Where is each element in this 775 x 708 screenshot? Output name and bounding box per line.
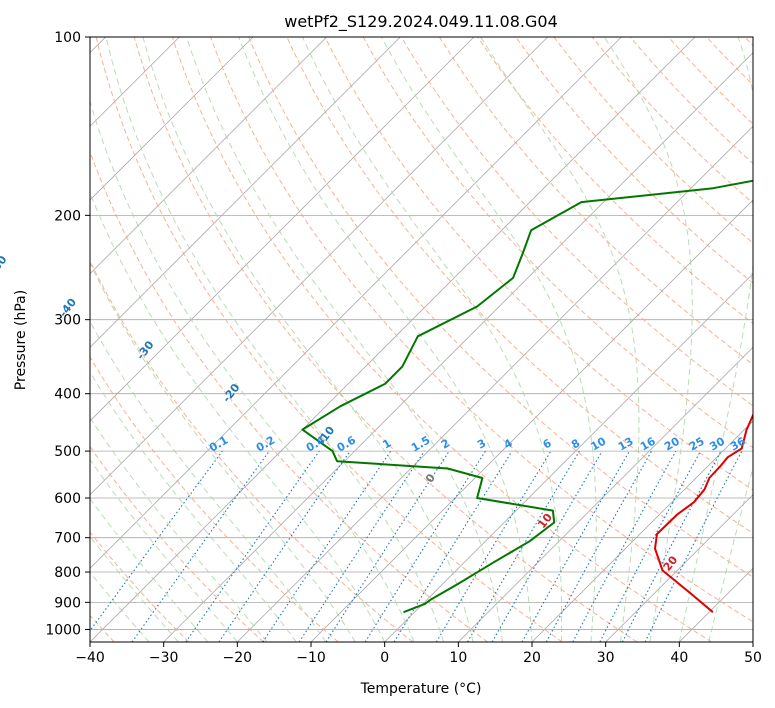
moist-adiabat-line	[186, 37, 503, 642]
moist-adiabat-line	[380, 37, 597, 642]
dry-adiabat-line	[90, 150, 488, 642]
dry-adiabat-line	[90, 259, 414, 642]
mixing-ratio-line	[325, 450, 450, 642]
dry-adiabat-line	[90, 531, 190, 642]
x-axis: −40 −30 −20 −10 0 10 20 30 40 50	[75, 642, 762, 666]
y-axis: 100 200 300 400 500 600 700 800 900 1000	[45, 30, 90, 638]
moist-adiabat-line	[301, 37, 563, 642]
y-axis-label: Pressure (hPa)	[13, 290, 29, 390]
isotherm-line	[90, 37, 401, 348]
x-tick-label: 0	[380, 650, 389, 666]
isotherm-line	[163, 52, 753, 642]
x-tick-label: 10	[449, 650, 467, 666]
isotherm-line	[90, 37, 548, 496]
moist-adiabat-line	[90, 458, 238, 642]
dry-adiabat-label: -50	[0, 253, 10, 277]
plot-frame	[89, 36, 754, 643]
dry-adiabat-line	[210, 37, 753, 623]
isotherm-line	[531, 420, 753, 642]
x-tick-label: −30	[149, 650, 179, 666]
x-tick-label: −10	[296, 650, 326, 666]
moist-adiabat-line	[90, 371, 297, 642]
x-axis-label: Temperature (°C)	[360, 681, 482, 697]
moist-adiabat-line	[90, 320, 327, 642]
y-tick-label: 900	[54, 595, 81, 611]
moist-adiabat-line	[708, 465, 753, 642]
mixing-ratio-lines	[90, 450, 743, 642]
dry-adiabat-line	[133, 37, 638, 642]
y-tick-label: 700	[54, 531, 81, 547]
moist-adiabat-line	[142, 37, 474, 642]
grid-lines	[90, 37, 753, 642]
isotherm-line	[90, 37, 254, 201]
x-tick-label: 50	[744, 650, 762, 666]
y-tick-label: 300	[54, 313, 81, 329]
mixing-ratio-line	[90, 450, 223, 632]
y-tick-label: 400	[54, 387, 81, 403]
mixing-ratio-line	[644, 450, 743, 642]
isotherm-line	[384, 273, 753, 642]
x-tick-label: 20	[523, 650, 541, 666]
mixing-ratio-line	[572, 450, 677, 642]
dry-adiabat-line	[362, 37, 753, 449]
dry-adiabat-line	[438, 37, 753, 366]
isotherm-line	[90, 37, 696, 642]
temperature-profile-line	[654, 412, 753, 613]
chart-title: wetPf2_S129.2024.049.11.08.G04	[284, 12, 558, 32]
moist-adiabat-line	[678, 37, 753, 642]
moist-adiabat-line	[90, 498, 209, 642]
moist-adiabat-line	[603, 37, 693, 642]
mixing-ratio-line	[262, 450, 392, 642]
y-tick-label: 200	[54, 208, 81, 224]
profile-series	[301, 179, 753, 614]
isotherm-line	[237, 125, 753, 642]
y-tick-label: 100	[54, 30, 81, 46]
x-tick-label: −20	[223, 650, 253, 666]
dry-adiabat-line	[90, 445, 264, 642]
dry-adiabat-line	[95, 37, 563, 642]
x-tick-label: 30	[597, 650, 615, 666]
moist-adiabat-line	[480, 37, 640, 642]
mixing-ratio-line	[521, 450, 630, 642]
mixing-ratio-line	[545, 450, 653, 642]
mixing-ratio-line	[185, 450, 320, 642]
dry-adiabat-line	[171, 37, 712, 642]
moist-adiabat-line	[90, 535, 179, 642]
y-tick-label: 800	[54, 565, 81, 581]
moist-adiabat-line	[90, 416, 268, 642]
isotherm-line	[90, 37, 475, 422]
isotherm-line	[90, 37, 327, 275]
dry-adiabat-line	[286, 37, 753, 534]
y-tick-label: 600	[54, 491, 81, 507]
dry-adiabat-line	[477, 37, 753, 325]
isotherm-line	[605, 494, 753, 642]
dewpoint-profile-line	[301, 179, 753, 614]
y-tick-label: 500	[54, 444, 81, 460]
dry-adiabat-line	[90, 356, 339, 642]
moist-adiabat-line	[238, 37, 533, 642]
isotherm-line	[90, 37, 622, 569]
mixing-ratio-line	[131, 450, 270, 642]
adiabat-lines	[90, 37, 753, 642]
moist-adiabat-line	[105, 37, 445, 642]
x-tick-label: 40	[670, 650, 688, 666]
moist-adiabat-line	[90, 99, 415, 642]
x-tick-label: −40	[75, 650, 105, 666]
mixing-ratio-line	[393, 450, 513, 642]
mixing-ratio-line	[218, 450, 351, 642]
moist-adiabat-line	[90, 191, 386, 642]
moist-adiabat-line	[90, 261, 356, 642]
isotherm-line	[458, 346, 753, 642]
y-tick-label: 1000	[45, 622, 81, 638]
mixing-ratio-line	[298, 450, 425, 642]
